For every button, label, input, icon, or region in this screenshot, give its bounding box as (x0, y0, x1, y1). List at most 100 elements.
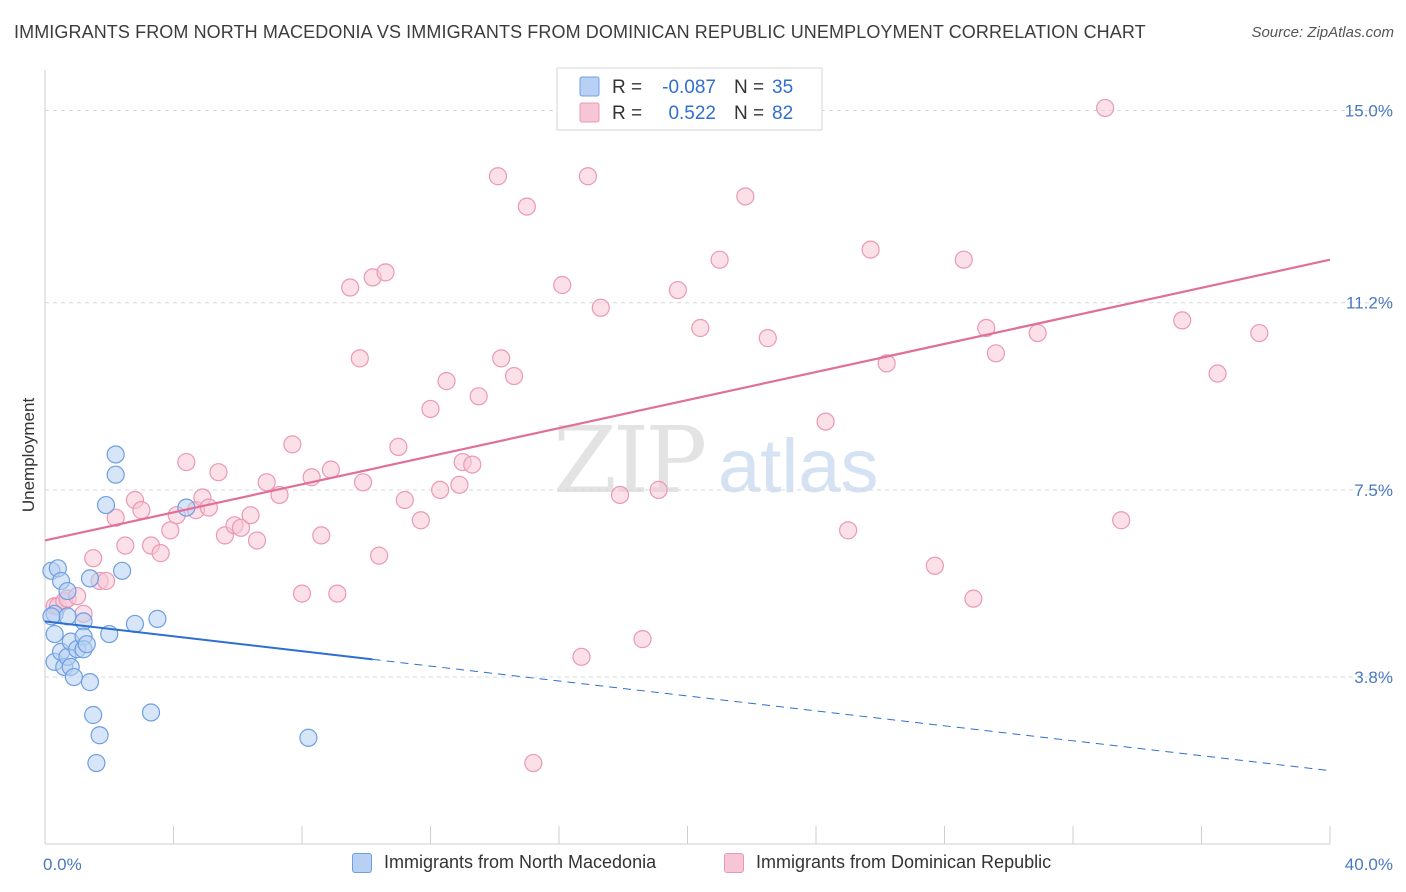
x-ticks (44, 826, 1331, 844)
trend-line-dominican-republic (44, 258, 1331, 542)
dominican-republic-point (710, 250, 729, 269)
north-macedonia-point (87, 753, 106, 773)
legend-n-value-1: 35 (772, 77, 793, 98)
trend-line-north-macedonia-extension (372, 658, 1331, 772)
dominican-republic-point (469, 387, 488, 406)
dominican-republic-point (96, 571, 116, 591)
legend-n-value-2: 82 (772, 103, 793, 124)
dominican-republic-point (925, 556, 944, 575)
dominican-republic-point (877, 354, 896, 373)
dominican-republic-point (177, 452, 196, 472)
north-macedonia-point (80, 673, 100, 692)
dominican-republic-point (463, 455, 482, 474)
dominican-republic-point (1208, 364, 1227, 383)
dominican-republic-point (488, 167, 508, 186)
dominican-republic-point (292, 584, 312, 603)
dominican-republic-point (116, 536, 135, 555)
legend-swatch-blue (579, 76, 600, 97)
dominican-republic-point (209, 463, 228, 482)
dominican-republic-point (151, 544, 170, 563)
dominican-republic-point (312, 526, 331, 545)
dominican-republic-point (839, 521, 858, 540)
correlation-legend: R = -0.087 N = 35 R = 0.522 N = 82 (556, 67, 823, 131)
dominican-republic-point (633, 630, 652, 649)
dominican-republic-point (231, 518, 251, 537)
dominican-republic-point (861, 240, 880, 259)
legend-label-north-macedonia: Immigrants from North Macedonia (384, 852, 657, 872)
dominican-republic-point (247, 531, 267, 550)
dominican-republic-point (517, 197, 536, 216)
dominican-republic-point (504, 366, 524, 386)
dominican-republic-point (1173, 311, 1192, 330)
dominican-republic-point (431, 480, 450, 499)
north-macedonia-point (106, 445, 125, 464)
dominican-republic-point (353, 473, 373, 492)
dominican-republic-point (376, 263, 395, 282)
dominican-republic-point (492, 349, 511, 368)
dominican-republic-point (758, 329, 777, 348)
trend-lines (44, 258, 1331, 772)
dominican-republic-point (553, 275, 572, 295)
north-macedonia-point (90, 726, 109, 745)
dominican-republic-point (341, 278, 360, 297)
source-credit: Source: ZipAtlas.com (1251, 24, 1394, 41)
legend-n-label-1: N = (734, 77, 764, 98)
legend-box (556, 67, 823, 131)
legend-r-label-2: R = (612, 103, 642, 124)
dominican-republic-point (132, 501, 151, 520)
north-macedonia-point (299, 728, 318, 747)
legend-swatch-pink (579, 102, 600, 123)
dominican-republic-point (437, 372, 456, 391)
trend-line-north-macedonia (44, 620, 373, 661)
watermark: ZIP atlas (553, 407, 879, 514)
dominican-republic-point (421, 399, 440, 419)
dominican-republic-point (395, 490, 414, 510)
north-macedonia-point (106, 465, 125, 484)
y-tick-labels: 3.8% 7.5% 11.2% 15.0% (1345, 101, 1393, 687)
y-tick-label: 15.0% (1345, 101, 1393, 120)
north-macedonia-point (80, 569, 100, 588)
dominican-republic-point (370, 546, 389, 565)
dominican-republic-point (591, 298, 610, 317)
legend-n-label-2: N = (734, 103, 764, 124)
dominican-republic-point (986, 344, 1006, 363)
north-macedonia-point (84, 705, 103, 725)
dominican-republic-point (257, 473, 276, 492)
dominican-republic-point (241, 506, 260, 525)
north-macedonia-point (148, 609, 167, 628)
legend-item-north-macedonia: Immigrants from North Macedonia (352, 852, 656, 873)
dominican-republic-point (84, 549, 103, 568)
dominican-republic-point (389, 437, 408, 456)
dominican-republic-point (964, 589, 983, 608)
series-north-macedonia-points (42, 445, 318, 773)
dominican-republic-point (977, 318, 996, 338)
north-macedonia-point (141, 703, 161, 722)
dominican-republic-point (816, 412, 835, 431)
y-tick-label: 3.8% (1354, 668, 1393, 687)
dominican-republic-point (411, 511, 430, 530)
north-macedonia-point (96, 495, 116, 515)
dominican-republic-point (1112, 511, 1131, 530)
series-legend: Immigrants from North Macedonia Immigran… (0, 852, 1406, 878)
dominican-republic-point (572, 647, 591, 666)
dominican-republic-point (161, 521, 180, 540)
north-macedonia-point (42, 607, 61, 626)
dominican-republic-point (328, 584, 347, 603)
watermark-zip: ZIP (553, 407, 704, 514)
watermark-atlas: atlas (718, 424, 879, 509)
dominican-republic-point (1028, 323, 1047, 343)
legend-r-value-2: 0.522 (668, 103, 716, 124)
legend-r-label-1: R = (612, 77, 642, 98)
y-tick-label: 11.2% (1346, 294, 1393, 313)
y-axis-label: Unemployment (19, 398, 38, 513)
legend-swatch-dominican-republic (724, 852, 744, 873)
north-macedonia-point (77, 635, 96, 654)
north-macedonia-point (58, 607, 77, 626)
legend-label-dominican-republic: Immigrants from Dominican Republic (756, 852, 1052, 872)
dominican-republic-point (954, 250, 973, 269)
north-macedonia-point (112, 561, 132, 580)
dominican-republic-point (610, 485, 630, 505)
dominican-republic-point (691, 318, 710, 338)
north-macedonia-point (125, 614, 145, 634)
